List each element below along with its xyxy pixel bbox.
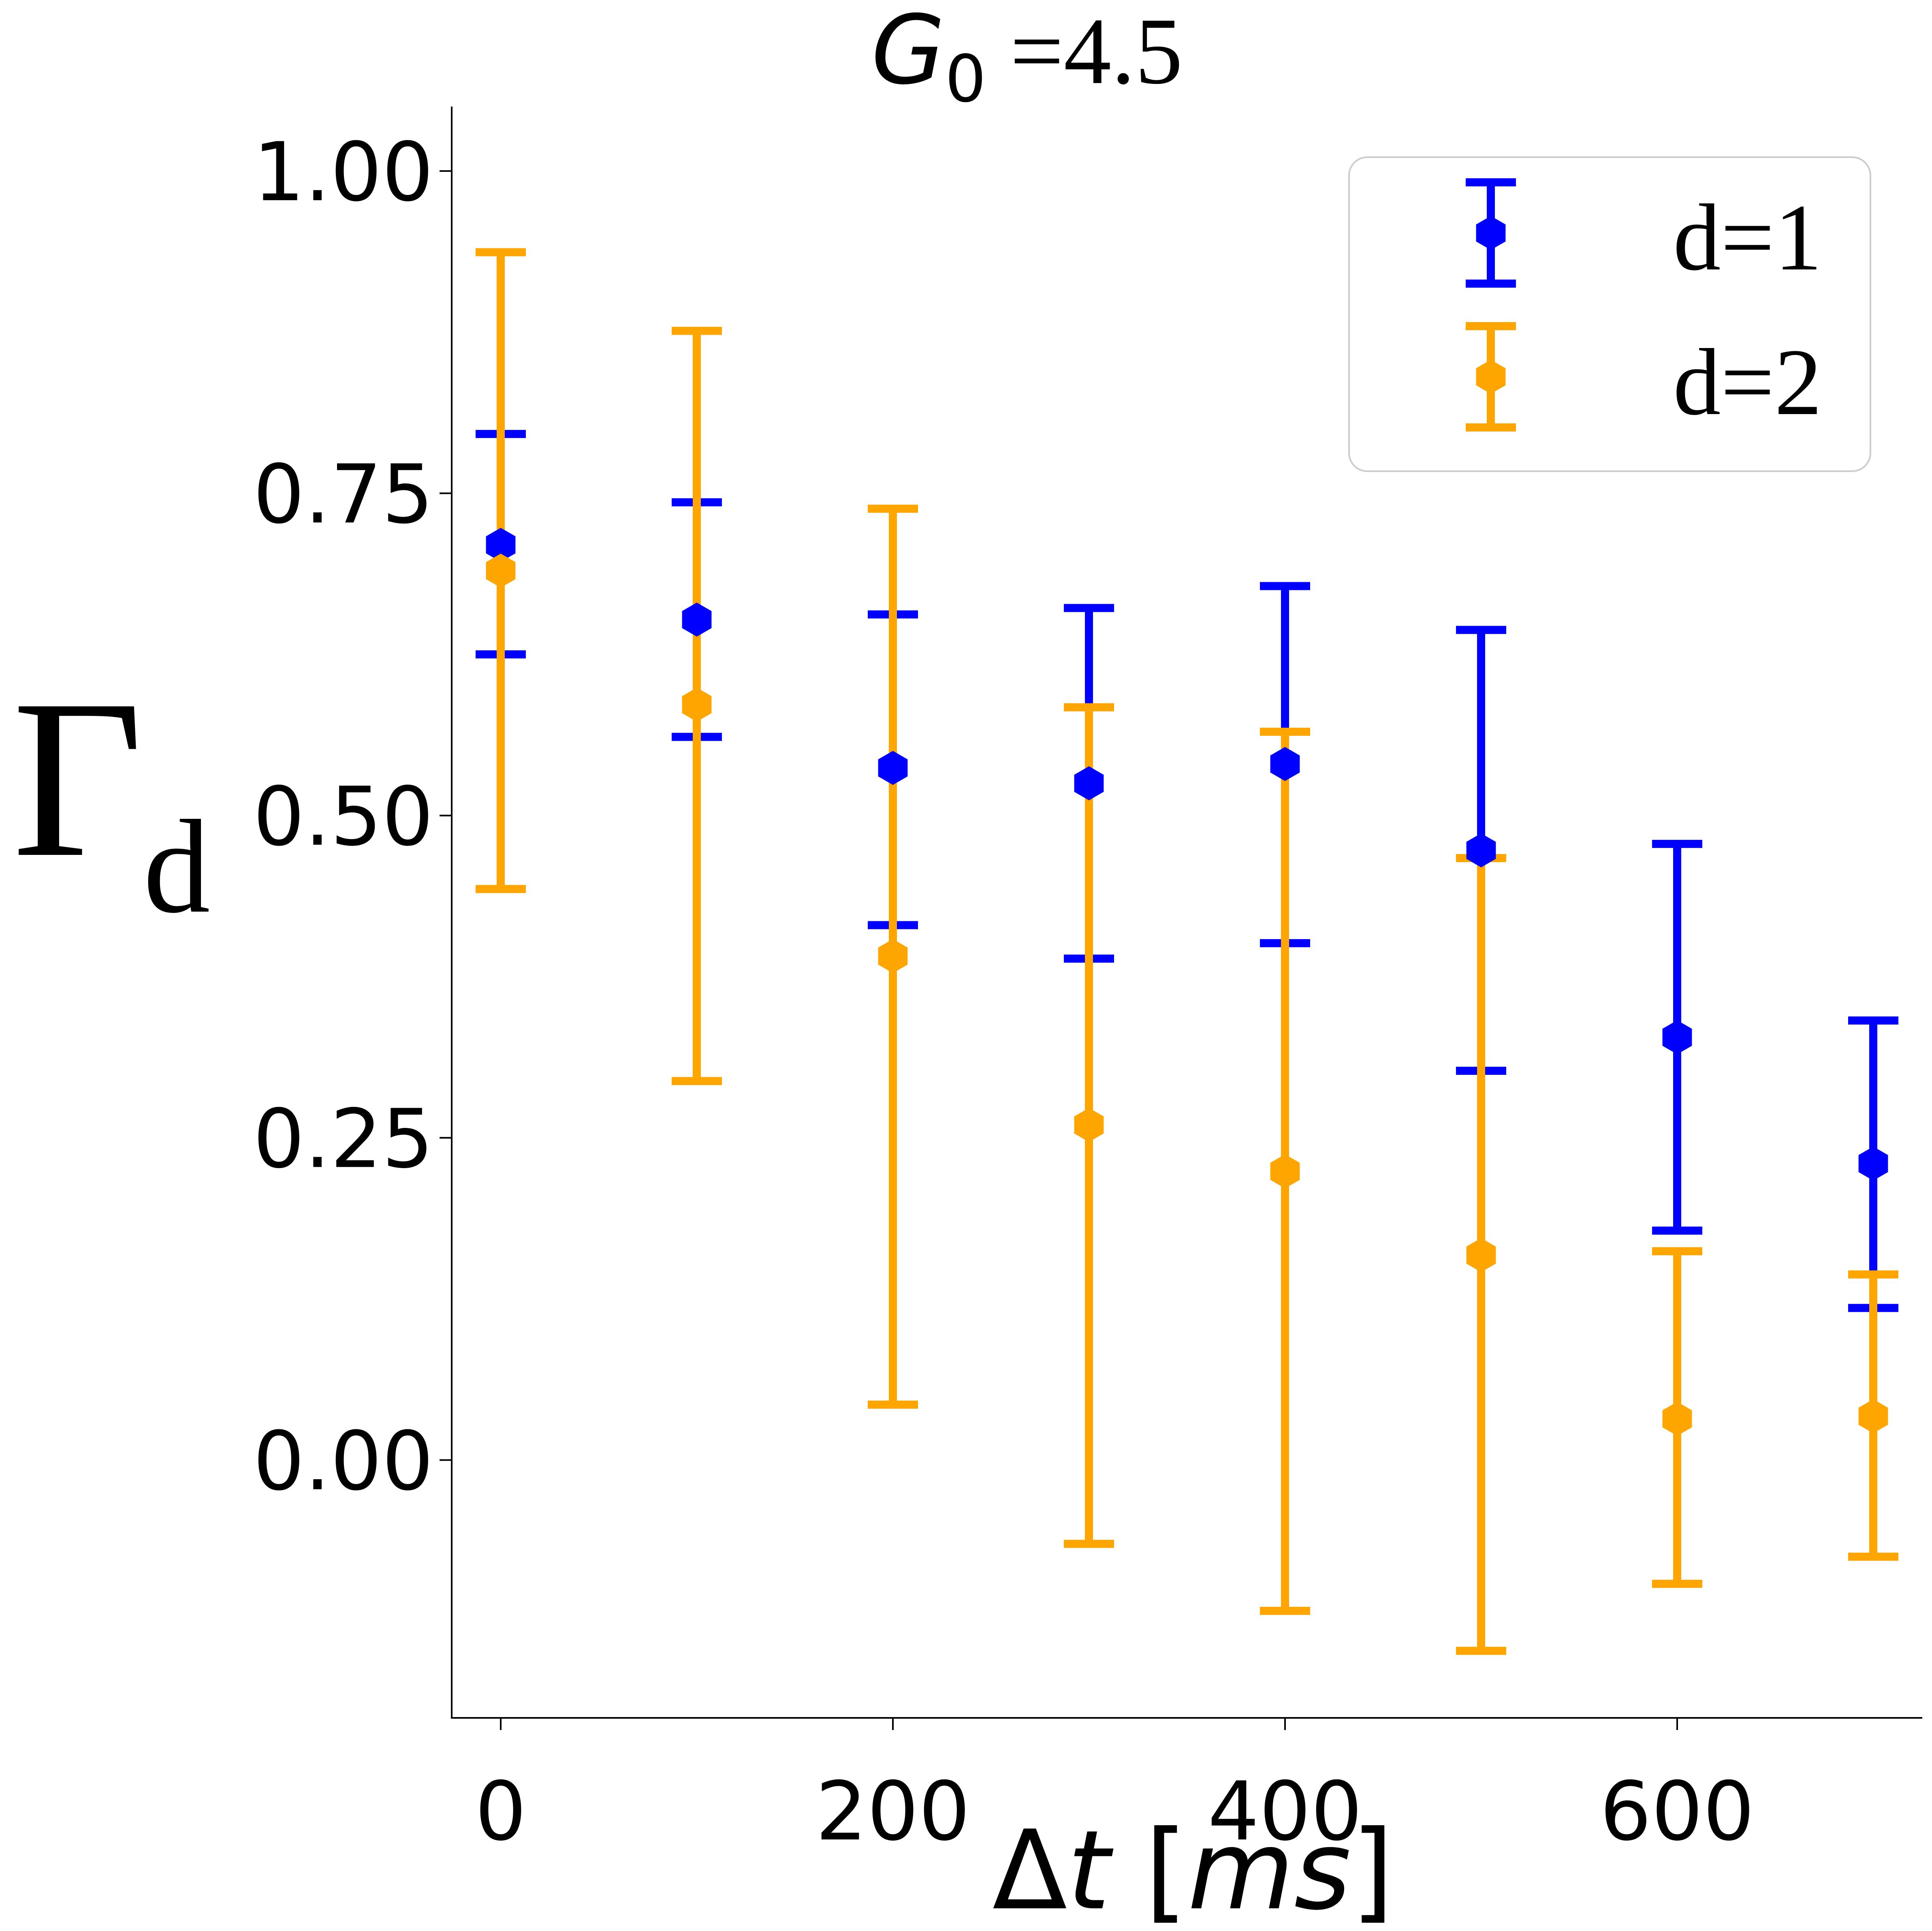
point-d1 [1662,1020,1692,1055]
point-d1 [1858,1146,1888,1181]
legend-label-d1: d=1 [1673,185,1822,290]
point-d1 [1074,766,1104,801]
point-d2 [682,688,712,722]
title-subscript: 0 [945,41,986,117]
point-d2 [1466,1238,1496,1272]
y-tick-label: 1.00 [253,125,433,220]
x-tick-label: 0 [475,1764,526,1859]
title-suffix: =4.5 [986,0,1183,104]
x-label-unit: ms [1187,1807,1351,1931]
x-tick-label: 400 [1208,1764,1362,1859]
legend: d=1 d=2 [1348,156,1871,472]
title-symbol: G [871,0,945,106]
legend-marker-d1 [1466,178,1516,288]
y-label-symbol: Γ [12,653,143,904]
x-label-bracket-open: [ [1110,1807,1187,1931]
x-axis-label: Δt [ms] [993,1807,1394,1931]
y-tick-label: 0.25 [253,1092,433,1186]
point-d2 [1858,1399,1888,1433]
x-label-prefix: Δ [993,1807,1068,1931]
x-tick-label: 200 [815,1764,970,1859]
x-tick-label: 600 [1600,1764,1755,1859]
y-tick-label: 0.75 [253,447,433,542]
y-ticks: 0.00 0.25 0.50 0.75 1.00 [253,125,452,1509]
legend-marker-d2 [1466,322,1516,431]
chart-title: G0 =4.5 [871,0,1183,117]
legend-point [1476,216,1506,250]
point-d1 [878,751,908,785]
series-layer [476,248,1898,1655]
point-d1 [1466,833,1496,867]
y-tick-label: 0.00 [253,1414,433,1509]
point-d1 [682,602,712,637]
y-tick-label: 0.50 [253,770,433,864]
point-d2 [1270,1154,1300,1188]
y-axis-label: Γd [12,653,210,941]
point-d2 [486,553,516,588]
point-d1 [486,528,516,562]
x-ticks: 0 200 400 600 [475,1718,1755,1859]
legend-point [1476,360,1506,394]
point-d1 [1270,747,1300,781]
x-label-bracket-close: ] [1351,1807,1394,1931]
x-label-var: t [1067,1807,1115,1931]
point-d2 [878,939,908,973]
point-d2 [1074,1108,1104,1142]
y-label-subscript: d [143,793,210,941]
legend-label-d2: d=2 [1673,329,1822,435]
point-d2 [1662,1401,1692,1436]
